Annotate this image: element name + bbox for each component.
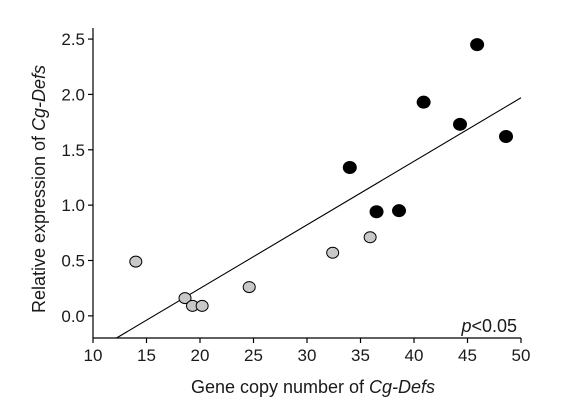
x-axis-title-italic: Cg-Defs [369,377,435,397]
y-axis-title-italic: Cg-Defs [29,65,49,131]
x-tick-label: 35 [351,346,370,365]
x-tick-label: 30 [298,346,317,365]
annotation-italic: p [460,316,471,336]
data-point [195,299,209,312]
x-tick-label: 40 [405,346,424,365]
y-tick-label: 1.5 [61,141,85,160]
x-tick-label: 10 [84,346,103,365]
data-points-layer [129,38,514,312]
y-axis-title: Relative expression of Cg-Defs [29,65,49,313]
data-point [242,281,256,294]
axes-layer [88,28,522,343]
x-tick-label: 15 [137,346,156,365]
data-point [129,255,143,268]
significance-annotation: p<0.05 [460,316,517,336]
fit-line-layer [116,97,522,339]
data-point [416,95,431,109]
data-point [369,205,384,219]
data-point [342,161,357,174]
y-tick-label: 2.0 [61,85,85,104]
y-tick-label: 1.0 [61,196,85,215]
y-tick-label: 2.5 [61,30,85,49]
y-tick-label: 0.0 [61,307,85,326]
y-axis-title-prefix: Relative expression of [29,131,49,313]
data-point [363,231,377,244]
regression-line [116,97,522,339]
data-point [178,292,192,305]
x-tick-label: 45 [458,346,477,365]
y-tick-label: 0.5 [61,252,85,271]
data-point [470,38,485,52]
data-point [326,246,340,259]
x-axis-title-prefix: Gene copy number of [191,377,369,397]
labels-layer: 10 15 20 25 30 35 40 45 50 0.0 0.5 1.0 1.5 2.0 2.5 Gene… [29,30,530,397]
data-point [499,130,514,143]
annotation-rest: <0.05 [471,316,517,336]
data-point [453,117,468,131]
x-axis-title: Gene copy number of Cg-Defs [191,377,435,397]
x-tick-label: 50 [512,346,531,365]
data-point [392,204,407,218]
x-tick-label: 20 [191,346,210,365]
x-tick-label: 25 [244,346,263,365]
